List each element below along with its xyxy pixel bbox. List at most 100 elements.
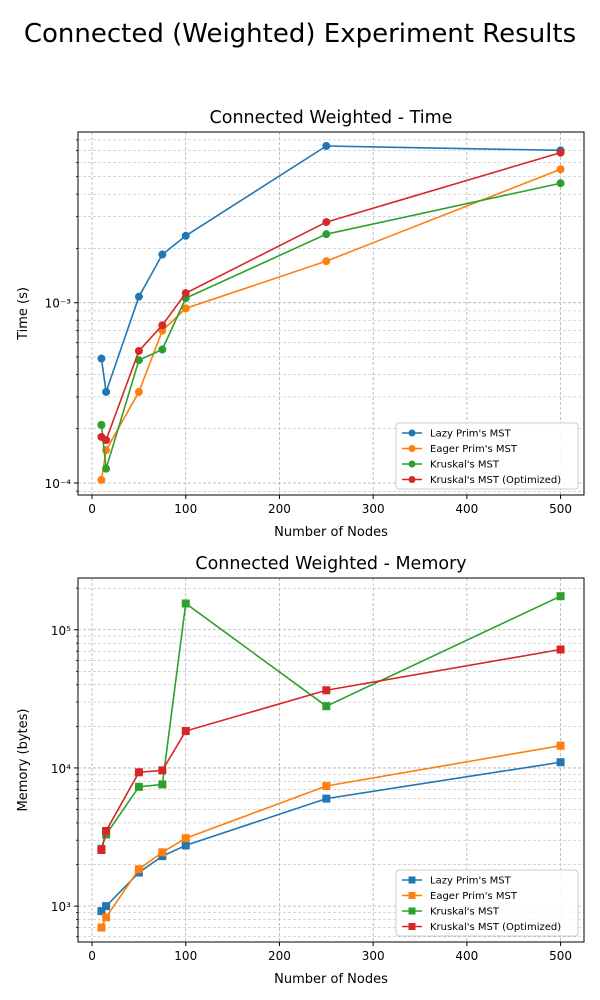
data-point [556, 741, 565, 750]
x-tick-label: 300 [362, 502, 385, 516]
data-point [556, 592, 565, 601]
x-tick-label: 300 [362, 949, 385, 963]
legend-marker [408, 876, 416, 884]
data-point [102, 436, 111, 445]
y-axis-label: Time (s) [16, 287, 31, 341]
x-tick-label: 400 [455, 949, 478, 963]
plot-frame [77, 577, 585, 943]
chart-title: Connected Weighted - Time [210, 108, 453, 128]
data-point [556, 148, 565, 157]
data-point [102, 826, 111, 835]
legend-label: Lazy Prim's MST [430, 429, 512, 440]
legend-marker [408, 445, 416, 452]
data-point [322, 218, 331, 227]
x-tick-label: 500 [549, 502, 572, 516]
memory-chart: Connected Weighted - Memory 0 100 200 300 400… [16, 554, 585, 987]
x-axis-label: Number of Nodes [274, 525, 388, 540]
data-point [181, 727, 190, 736]
data-point [97, 907, 106, 916]
figure-title: Connected (Weighted) Experiment Results [24, 19, 576, 49]
data-point [102, 464, 111, 473]
x-tick-label: 200 [268, 949, 291, 963]
data-point [158, 848, 167, 857]
data-point [181, 841, 190, 850]
grid [78, 132, 584, 495]
data-point [158, 321, 167, 330]
data-point [158, 250, 167, 259]
data-point [97, 923, 106, 932]
series-group [97, 592, 565, 932]
legend-marker [408, 429, 416, 437]
legend-marker [408, 460, 416, 468]
data-point [556, 179, 565, 188]
y-tick-label: 10⁴ [51, 762, 71, 776]
data-point [322, 257, 331, 266]
data-point [181, 289, 190, 298]
chart-title: Connected Weighted - Memory [195, 554, 466, 574]
data-point [181, 834, 190, 843]
x-tick-label: 100 [174, 502, 197, 516]
legend: Lazy Prim's MST Eager Prim's MST Kruskal's… [395, 869, 579, 937]
data-point [102, 913, 111, 922]
y-tick-label: 10³ [51, 900, 71, 914]
y-axis-label: Memory (bytes) [16, 709, 31, 812]
data-point [134, 865, 143, 874]
data-point [102, 902, 111, 911]
x-tick-label: 0 [88, 502, 96, 516]
data-point [181, 231, 190, 240]
data-point [102, 387, 111, 396]
legend-marker [408, 923, 416, 930]
data-point [97, 845, 106, 854]
legend-label: Kruskal's MST [430, 460, 500, 471]
y-tick-label: 10⁵ [51, 624, 71, 638]
x-tick-label: 400 [455, 502, 478, 516]
legend-marker [408, 476, 416, 483]
x-tick-label: 0 [88, 949, 96, 963]
plot-frame [77, 131, 585, 496]
data-point [322, 794, 331, 803]
series-group [97, 142, 565, 484]
legend-box [395, 422, 579, 490]
series-line [100, 145, 561, 393]
series-line [100, 648, 561, 851]
data-point [97, 354, 106, 363]
legend-marker [408, 907, 416, 915]
data-point [134, 387, 143, 396]
series-line [100, 595, 561, 850]
legend-label: Kruskal's MST (Optimized) [430, 922, 561, 933]
data-point [322, 230, 331, 239]
y-tick-label: 10⁻³ [45, 297, 72, 311]
data-point [556, 758, 565, 767]
data-point [158, 780, 167, 789]
legend-label: Kruskal's MST (Optimized) [430, 475, 561, 486]
data-point [134, 782, 143, 791]
data-point [322, 702, 331, 711]
data-point [322, 142, 331, 151]
data-point [158, 766, 167, 775]
data-point [158, 345, 167, 354]
data-point [134, 768, 143, 777]
data-point [322, 686, 331, 695]
data-point [134, 346, 143, 355]
data-point [556, 645, 565, 654]
legend-label: Eager Prim's MST [430, 444, 518, 455]
x-tick-label: 100 [174, 949, 197, 963]
legend-box [395, 869, 579, 937]
y-tick-label: 10⁻⁴ [45, 477, 72, 491]
data-point [97, 475, 106, 484]
data-point [181, 599, 190, 608]
data-point [556, 165, 565, 174]
data-point [181, 304, 190, 313]
time-chart: Connected Weighted - Time 0 100 200 300 400 50… [16, 108, 585, 540]
x-tick-label: 500 [549, 949, 572, 963]
legend-label: Lazy Prim's MST [430, 876, 512, 887]
data-point [134, 292, 143, 301]
legend-marker [408, 892, 416, 899]
data-point [322, 782, 331, 791]
legend-label: Eager Prim's MST [430, 891, 518, 902]
legend-label: Kruskal's MST [430, 907, 500, 918]
x-tick-label: 200 [268, 502, 291, 516]
x-axis-label: Number of Nodes [274, 972, 388, 987]
data-point [97, 420, 106, 429]
